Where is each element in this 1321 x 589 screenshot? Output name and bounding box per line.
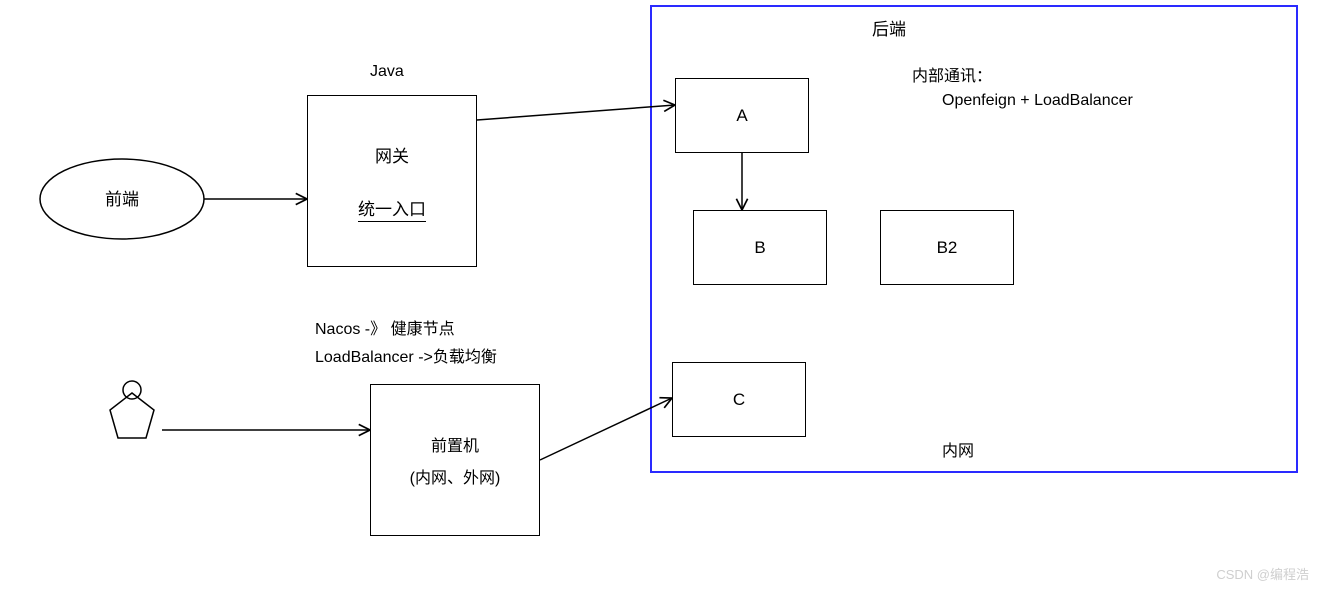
actor-icon — [110, 381, 154, 438]
edge-gateway-to-A — [477, 105, 675, 120]
diagram-svg: 前端 — [0, 0, 1321, 589]
frontend-label: 前端 — [105, 190, 139, 209]
edge-preposition-to-C — [540, 398, 672, 460]
diagram-stage: 后端 内部通讯： Openfeign + LoadBalancer 内网 A B… — [0, 0, 1321, 589]
watermark: CSDN @编程浩 — [1216, 564, 1309, 583]
